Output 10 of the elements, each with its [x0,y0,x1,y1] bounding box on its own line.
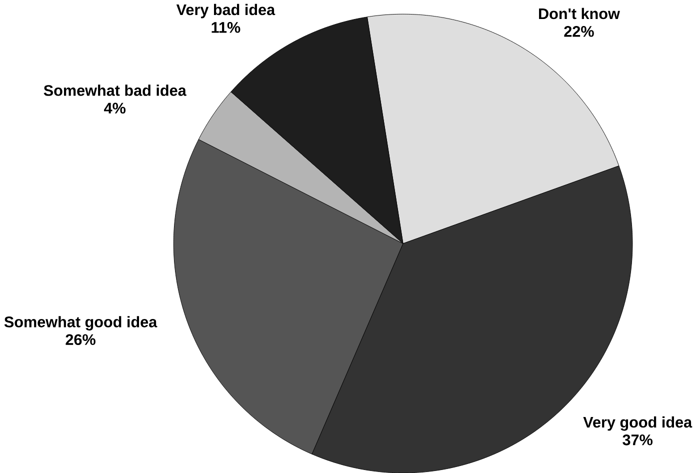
slice-label: Don't know [539,8,620,20]
data-label: 37% [622,434,653,446]
data-label: 22% [564,26,594,37]
slice-label: Somewhat bad idea [44,84,186,96]
data-label: 26% [66,334,96,345]
slice-label: Very good idea [583,416,692,431]
data-label: 11% [212,22,240,33]
slice-label: Very bad idea [176,4,276,18]
data-label: 4% [104,102,126,114]
slice-label: Somewhat good idea [4,316,158,330]
